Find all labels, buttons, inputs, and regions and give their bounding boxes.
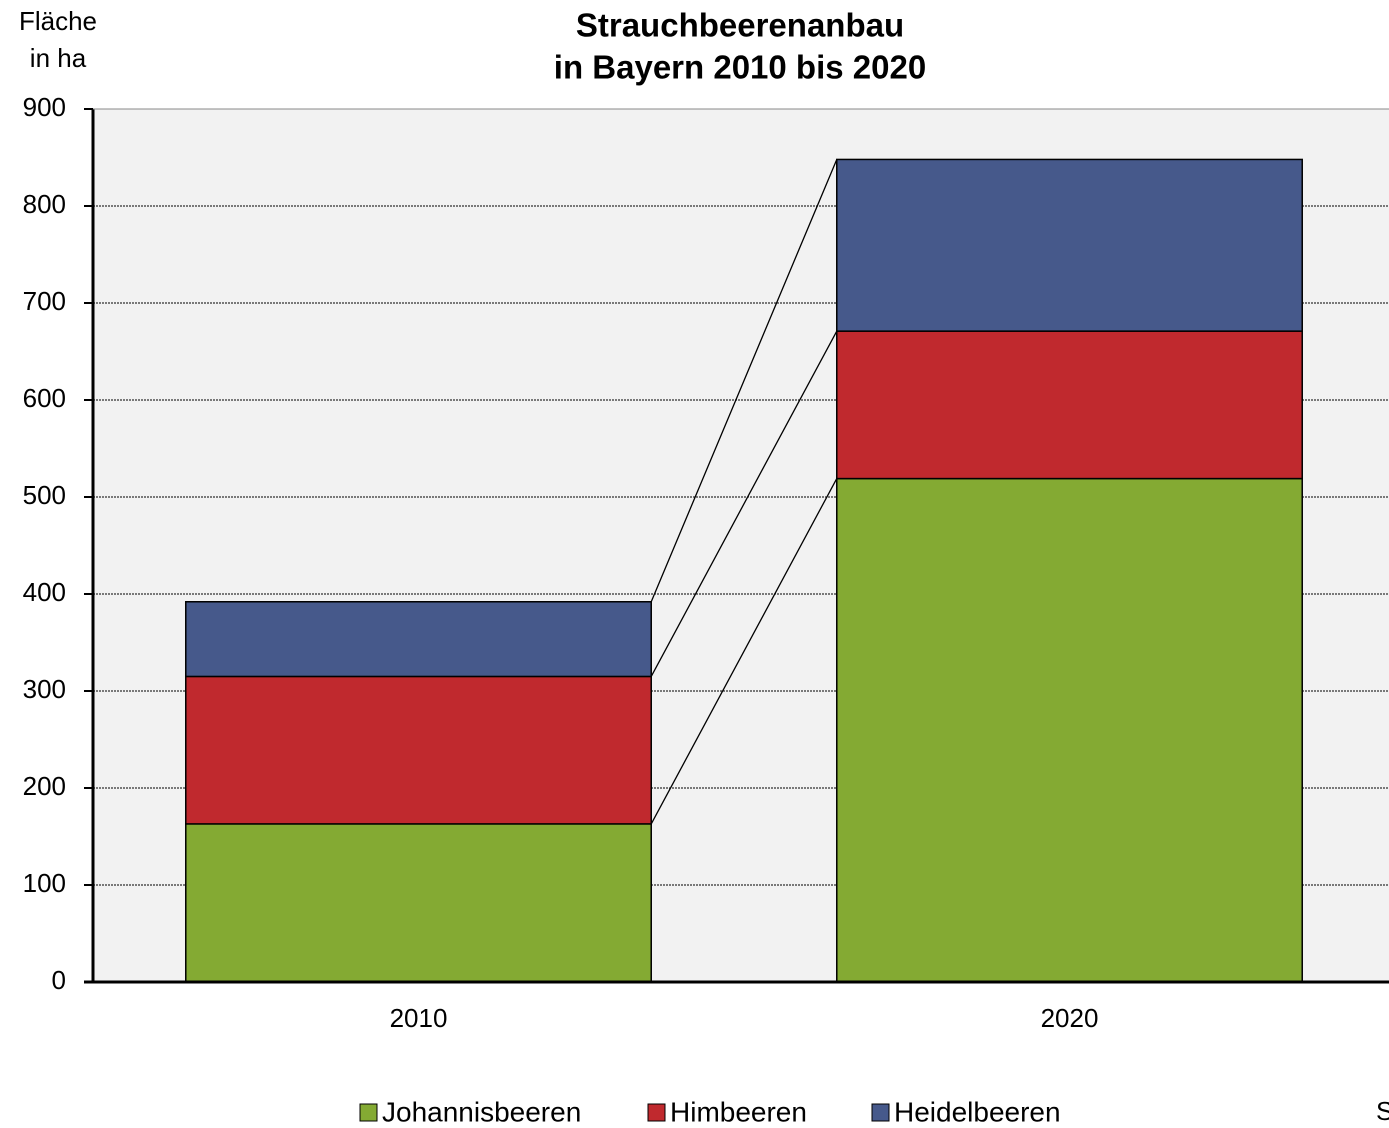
chart-title: Strauchbeerenanbau — [576, 7, 904, 44]
x-tick-label: 2010 — [390, 1003, 448, 1033]
x-tick-label: 2020 — [1041, 1003, 1099, 1033]
y-tick-label: 100 — [23, 868, 66, 898]
y-tick-label: 900 — [23, 92, 66, 122]
bar-segment — [836, 330, 1303, 480]
chart-title: in Bayern 2010 bis 2020 — [554, 49, 926, 86]
y-axis-label: Fläche — [19, 6, 97, 36]
bar-segment — [185, 601, 652, 678]
connector-line — [650, 159, 838, 603]
bar-segment — [836, 158, 1303, 332]
legend-label: Heidelbeeren — [894, 1096, 1061, 1127]
bar-segment — [185, 675, 652, 825]
y-axis-label: in ha — [30, 43, 87, 73]
y-tick-label: 0 — [52, 965, 66, 995]
y-tick-label: 400 — [23, 577, 66, 607]
legend-swatch — [647, 1103, 666, 1122]
connector-line — [650, 330, 838, 677]
legend-label: Himbeeren — [670, 1096, 807, 1127]
legend-label: Johannisbeeren — [382, 1096, 581, 1127]
y-tick-label: 800 — [23, 189, 66, 219]
y-tick-label: 500 — [23, 480, 66, 510]
y-tick-label: 700 — [23, 286, 66, 316]
legend-swatch — [359, 1103, 378, 1122]
bar-segment — [185, 823, 652, 983]
y-tick-label: 300 — [23, 674, 66, 704]
legend-swatch — [871, 1103, 890, 1122]
footnote: S — [1376, 1096, 1389, 1126]
y-tick-label: 200 — [23, 771, 66, 801]
bar-segment — [836, 477, 1303, 983]
y-tick-label: 600 — [23, 383, 66, 413]
connector-line — [650, 478, 838, 825]
